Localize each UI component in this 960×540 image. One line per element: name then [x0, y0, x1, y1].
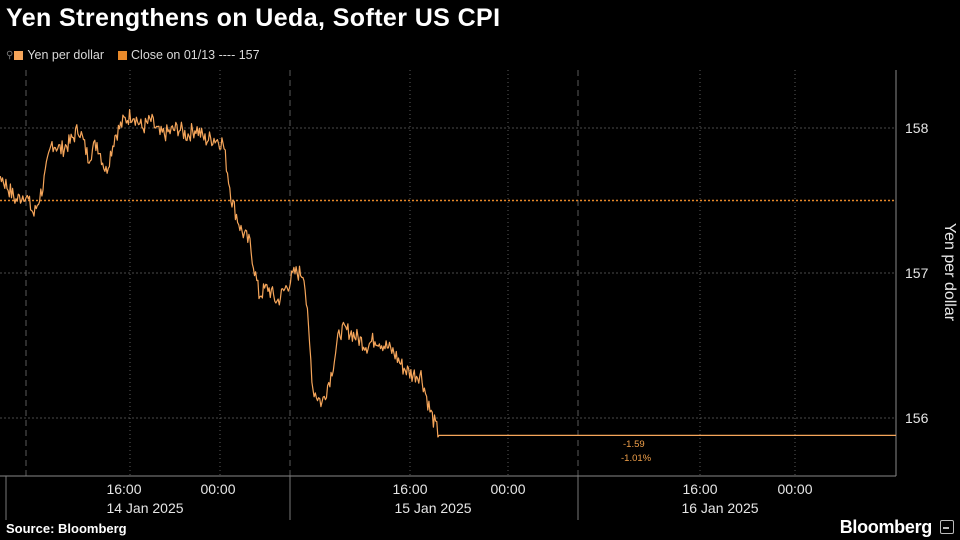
x-tick-label: 00:00 — [490, 481, 525, 497]
y-tick-label: 156 — [905, 410, 929, 426]
x-date-label: 14 Jan 2025 — [106, 500, 183, 516]
legend-reference-swatch — [118, 50, 128, 60]
x-tick-label: 16:00 — [392, 481, 427, 497]
x-date-label: 16 Jan 2025 — [681, 500, 758, 516]
change-annotation-pct: -1.01% — [621, 453, 652, 464]
brand-logo: Bloomberg — [839, 517, 933, 537]
x-tick-label: 00:00 — [777, 481, 812, 497]
source-note: Source: Bloomberg — [6, 521, 127, 536]
y-tick-label: 157 — [905, 265, 929, 281]
x-tick-label: 00:00 — [200, 481, 235, 497]
change-annotation-abs: -1.59 — [623, 439, 645, 450]
legend-reference-label: Close on 01/13 ---- 157 — [131, 48, 260, 62]
chart-title: Yen Strengthens on Ueda, Softer US CPI — [6, 4, 501, 32]
y-tick-label: 158 — [905, 120, 929, 136]
legend-series-swatch — [14, 50, 24, 60]
x-date-label: 15 Jan 2025 — [394, 500, 471, 516]
series-line-yen-per-dollar — [0, 108, 896, 438]
legend-signal-icon: ⚲ — [6, 49, 14, 61]
legend: ⚲ Yen per dollar Close on 01/13 ---- 157 — [6, 48, 260, 62]
y-axis-title: Yen per dollar — [941, 223, 958, 322]
bloomberg-terminal-icon — [940, 520, 954, 534]
x-tick-label: 16:00 — [682, 481, 717, 497]
legend-series-label: Yen per dollar — [27, 48, 105, 62]
x-tick-label: 16:00 — [106, 481, 141, 497]
